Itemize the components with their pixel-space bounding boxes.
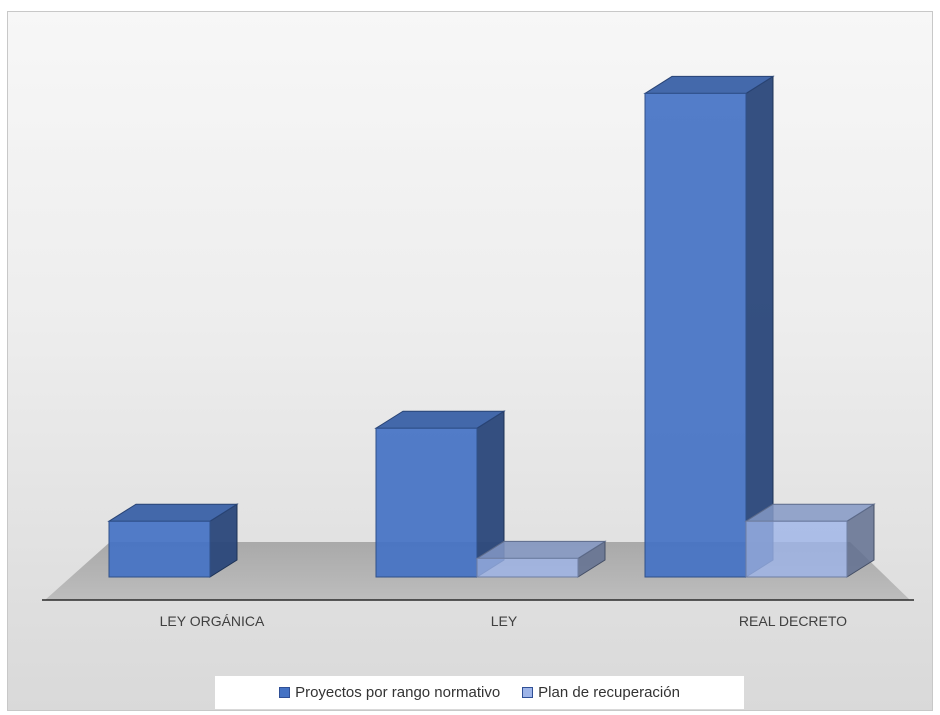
bar-front-face — [375, 427, 478, 578]
bar-1-3 — [643, 75, 775, 578]
bars-group — [107, 75, 876, 578]
legend-label-series-2: Plan de recuperación — [538, 684, 680, 701]
bar-front-face — [476, 557, 579, 578]
bar-2-2 — [475, 540, 607, 578]
bar-2-3 — [744, 503, 876, 578]
bar-front-face — [108, 520, 211, 578]
legend-label-series-1: Proyectos por rango normativo — [295, 684, 501, 701]
bar-1-2 — [374, 410, 506, 578]
bar-side-face — [745, 75, 774, 578]
legend-item-series-2: Plan de recuperación — [522, 684, 680, 701]
bar-1-1 — [107, 503, 239, 578]
category-labels: LEY ORGÁNICA LEY REAL DECRETO — [160, 613, 848, 629]
x-tick-label: LEY ORGÁNICA — [160, 613, 265, 629]
legend: Proyectos por rango normativo Plan de re… — [215, 676, 744, 709]
x-tick-label: REAL DECRETO — [739, 613, 847, 629]
legend-swatch-series-1 — [279, 687, 291, 698]
bar-front-face — [745, 520, 848, 578]
x-tick-label: LEY — [491, 613, 518, 629]
bar-front-face — [644, 92, 747, 578]
legend-swatch-series-2 — [522, 687, 534, 698]
legend-item-series-1: Proyectos por rango normativo — [279, 684, 500, 701]
